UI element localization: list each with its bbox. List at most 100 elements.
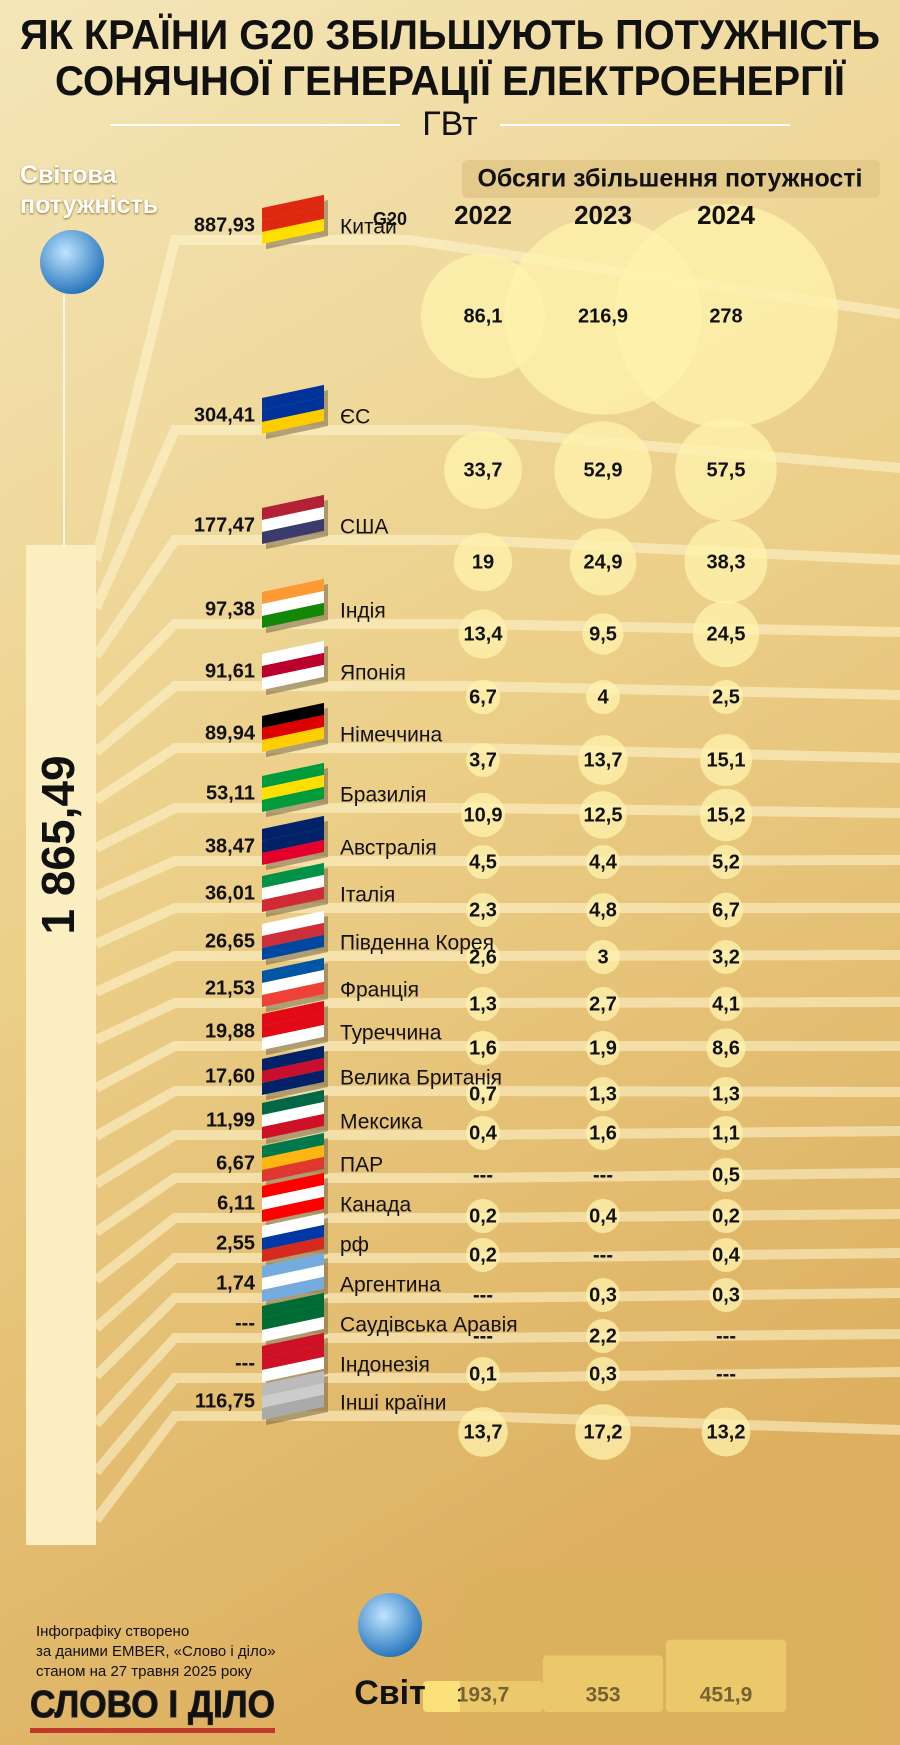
- bubble: [466, 1238, 500, 1272]
- flag-icon: [262, 1370, 328, 1426]
- bubble-label: 0,4: [469, 1122, 498, 1144]
- bubble: [586, 987, 620, 1021]
- flag-stripe: [262, 762, 324, 788]
- bubble-label: 15,1: [707, 749, 746, 771]
- bubble: [575, 1404, 631, 1460]
- bubble-label: ---: [716, 1363, 736, 1385]
- flag-stripe: [262, 602, 324, 628]
- country-name: Мексика: [340, 1111, 423, 1134]
- bubble-label: 86,1: [464, 305, 503, 327]
- world-panel: [460, 1570, 880, 1735]
- bubble: [586, 1199, 620, 1233]
- bubble: [586, 1357, 620, 1391]
- capacity: 11,99: [206, 1109, 255, 1131]
- flag-stripe: [262, 969, 324, 995]
- flag-stripe: [262, 1089, 324, 1115]
- flag-stripe: [262, 1172, 324, 1198]
- bubble: [586, 1278, 620, 1312]
- flag-stripe: [262, 1113, 324, 1139]
- flag-icon: [262, 578, 328, 634]
- flag-stripe: [262, 922, 324, 948]
- bubble-label: 216,9: [578, 305, 628, 327]
- bubble-label: 17,2: [584, 1421, 623, 1443]
- bubble-label: 0,3: [712, 1284, 740, 1306]
- bubble-label: 24,5: [707, 623, 746, 645]
- capacity: 304,41: [194, 404, 255, 426]
- flag-stripe: [262, 957, 324, 983]
- country-name: Південна Корея: [340, 932, 494, 955]
- bubble: [709, 845, 743, 879]
- flag-stripe: [262, 1264, 324, 1290]
- bubble-label: 0,2: [469, 1205, 497, 1227]
- flag-stripe: [262, 1144, 324, 1170]
- bubble: [466, 940, 500, 974]
- bubble-label: 0,3: [589, 1284, 617, 1306]
- bubble-label: 13,7: [464, 1421, 503, 1443]
- bubble-label: 10,9: [464, 804, 503, 826]
- bubble-label: 0,7: [469, 1083, 497, 1105]
- bubble: [614, 204, 838, 428]
- flag-stripe: [262, 886, 324, 912]
- bubble-label: 1,6: [469, 1037, 497, 1059]
- bubble-label: ---: [716, 1325, 736, 1347]
- flag-icon: [262, 1172, 328, 1228]
- capacity: 19,88: [205, 1020, 255, 1042]
- bubble-label: 2,2: [589, 1325, 617, 1347]
- capacity: ---: [235, 1352, 255, 1374]
- flag-stripe: [262, 815, 324, 841]
- bubble: [465, 679, 501, 715]
- flag-stripe: [262, 206, 324, 232]
- flag-stripe: [262, 774, 324, 800]
- flag-icon: [262, 762, 328, 818]
- flag-stripe: [262, 194, 324, 220]
- flag-stripe: [262, 640, 324, 666]
- bubble: [466, 1077, 500, 1111]
- bubble: [579, 791, 627, 839]
- title-line: ЯК КРАЇНИ G20 ЗБІЛЬШУЮТЬ ПОТУЖНІСТЬ: [20, 11, 880, 58]
- globe-icon: [358, 1593, 422, 1657]
- bubble: [466, 1199, 500, 1233]
- bubble-label: 33,7: [464, 459, 503, 481]
- bubble: [586, 940, 620, 974]
- source-line: Інфографіку створено: [36, 1623, 189, 1640]
- country-name: Німеччина: [340, 724, 442, 747]
- capacity: 887,93: [194, 214, 255, 236]
- capacity: 38,47: [205, 835, 255, 857]
- bubble: [569, 528, 637, 596]
- flag-stripe: [262, 506, 324, 532]
- capacity: 53,11: [206, 782, 255, 804]
- flag-stripe: [262, 1212, 324, 1238]
- bubble: [586, 680, 620, 714]
- flag-stripe: [262, 1304, 324, 1330]
- bubble: [692, 600, 760, 668]
- group-label: G20: [373, 209, 407, 229]
- flag-stripe: [262, 862, 324, 888]
- flag-stripe: [262, 839, 324, 865]
- country-name: Велика Британія: [340, 1067, 502, 1090]
- bubble: [466, 1357, 500, 1391]
- capacity: 177,47: [194, 514, 255, 536]
- fan-line: [92, 681, 900, 756]
- flag-stripe: [262, 1012, 324, 1038]
- flag-icon: [262, 640, 328, 696]
- title-line: СОНЯЧНОЇ ГЕНЕРАЦІЇ ЕЛЕКТРОЕНЕРГІЇ: [55, 57, 846, 104]
- header-band: [462, 160, 880, 198]
- flag-icon: [262, 862, 328, 918]
- bubble-label: 4,8: [589, 899, 617, 921]
- country-name: ЄС: [340, 406, 370, 429]
- bubble-label: 2,7: [589, 993, 617, 1015]
- bubble: [684, 520, 768, 604]
- bubble-label: ---: [473, 1325, 493, 1347]
- flag-icon: [262, 910, 328, 966]
- flag-icon: [262, 1212, 328, 1268]
- flag-stripe: [262, 494, 324, 520]
- bubble-label: 2,3: [469, 899, 497, 921]
- bubble: [578, 735, 628, 785]
- flag-stripe: [262, 1224, 324, 1250]
- country-name: Індонезія: [340, 1354, 430, 1377]
- bubble: [466, 1031, 500, 1065]
- world-label: Світ: [354, 1674, 426, 1712]
- flag-stripe: [262, 714, 324, 740]
- bubble-label: 3,7: [469, 749, 497, 771]
